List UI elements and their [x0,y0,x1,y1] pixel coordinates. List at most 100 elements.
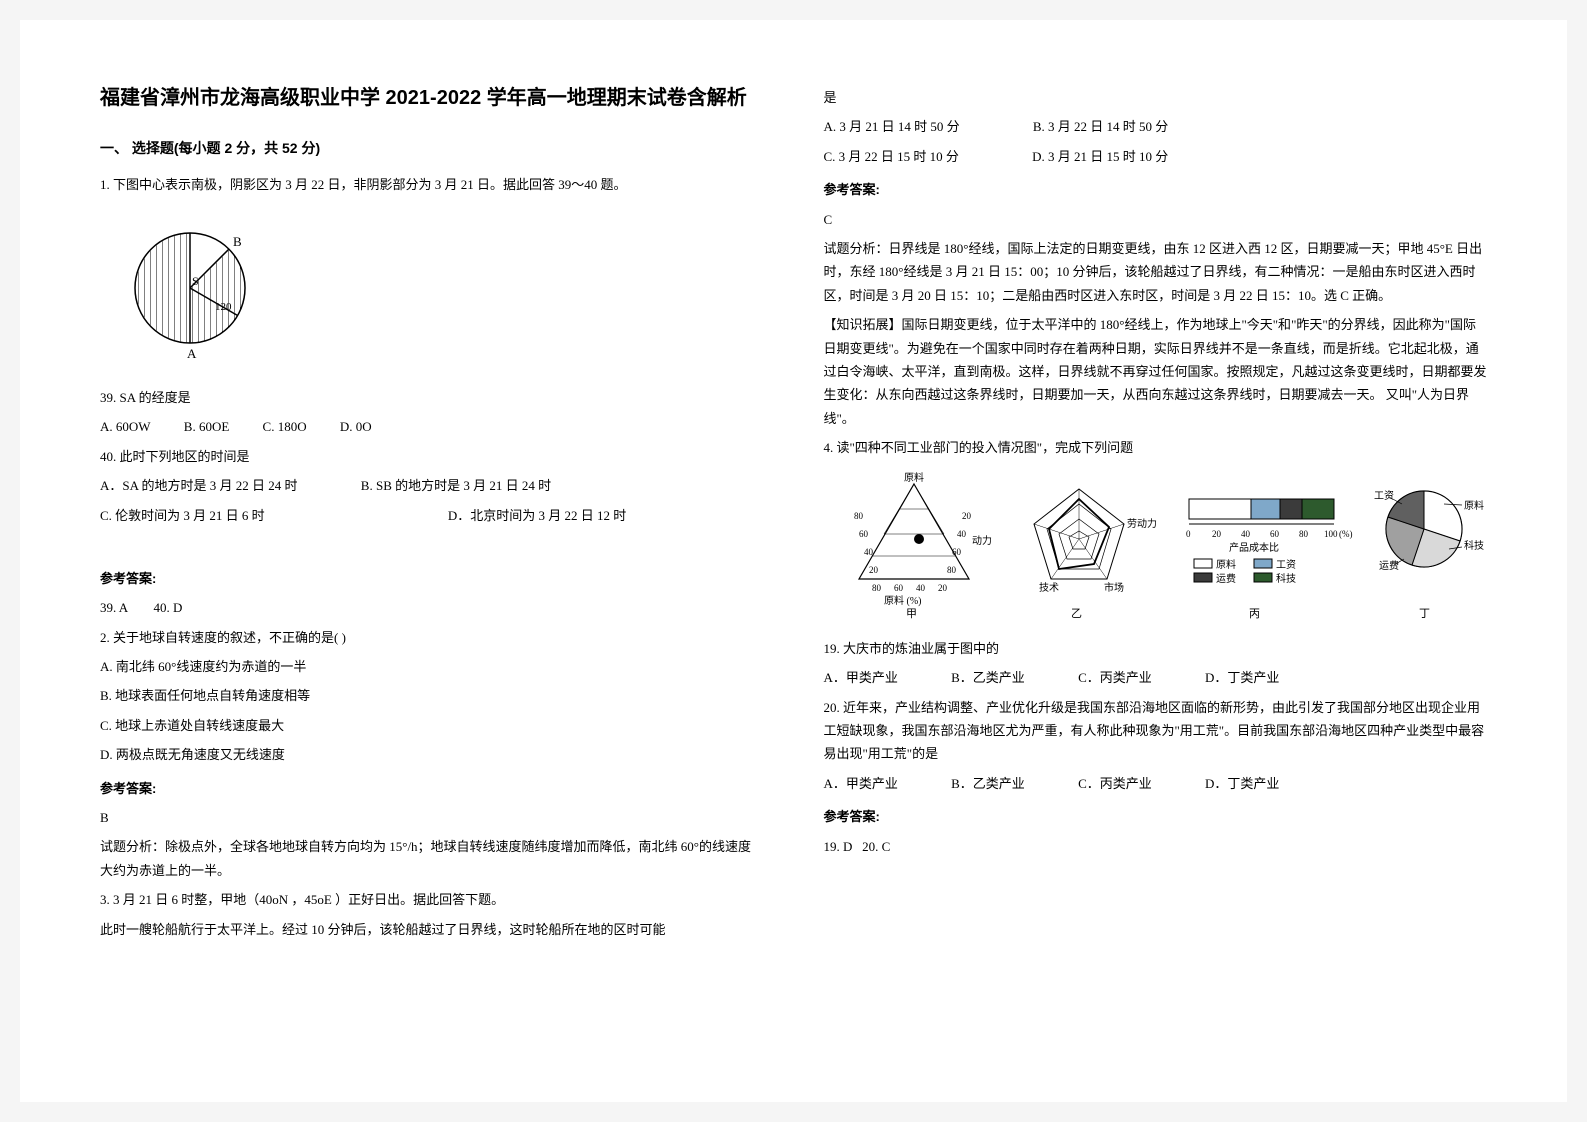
exam-title: 福建省漳州市龙海高级职业中学 2021-2022 学年高一地理期末试卷含解析 [100,80,764,116]
q4-19-opt-a: A．甲类产业 [824,666,898,689]
q3-line2: 此时一艘轮船航行于太平洋上。经过 10 分钟后，该轮船越过了日界线，这时轮船所在… [100,918,764,941]
svg-text:0: 0 [1186,529,1191,539]
q3-opt-b: B. 3 月 22 日 14 时 50 分 [1033,115,1168,138]
svg-text:80: 80 [872,583,882,593]
svg-text:80: 80 [854,511,864,521]
svg-text:40: 40 [864,547,874,557]
svg-text:科技: 科技 [1276,572,1296,585]
svg-text:60: 60 [859,529,869,539]
q3-explanation2: 【知识拓展】国际日期变更线，位于太平洋中的 180°经线上，作为地球上"今天"和… [824,313,1488,430]
q3-options-row1: A. 3 月 21 日 14 时 50 分 B. 3 月 22 日 14 时 5… [824,115,1488,138]
pie-caption: 丁 [1419,608,1430,619]
svg-text:工资: 工资 [1276,559,1296,571]
q1-sub40-options-row2: C. 伦敦时间为 3 月 21 日 6 时 D．北京时间为 3 月 22 日 1… [100,504,764,527]
q2-opt-d: D. 两极点既无角速度又无线速度 [100,743,764,766]
q1-39-opt-a: A. 60OW [100,415,151,438]
q1-40-opt-a: A．SA 的地方时是 3 月 22 日 24 时 [100,474,298,497]
svg-text:100: 100 [1324,529,1338,539]
q4-sub20: 20. 近年来，产业结构调整、产业优化升级是我国东部沿海地区面临的新形势，由此引… [824,696,1488,766]
svg-text:科技: 科技 [1464,539,1484,552]
q3-opt-a: A. 3 月 21 日 14 时 50 分 [824,115,960,138]
left-column: 福建省漳州市龙海高级职业中学 2021-2022 学年高一地理期末试卷含解析 一… [100,80,764,1042]
svg-text:80: 80 [947,565,957,575]
q2-stem: 2. 关于地球自转速度的叙述，不正确的是( ) [100,626,764,649]
q1-40-opt-d: D．北京时间为 3 月 22 日 12 时 [448,504,626,527]
radar-label-market: 市场 [1104,581,1124,594]
q3-cont: 是 [824,86,1488,109]
q2-answer-label: 参考答案: [100,777,764,800]
q1-sub40: 40. 此时下列地区的时间是 [100,445,764,468]
svg-text:原料: 原料 [1464,499,1484,512]
q4-19-opt-d: D．丁类产业 [1205,666,1279,689]
q1-polar-diagram: S B A 120 [120,213,764,370]
svg-text:20: 20 [869,565,879,575]
q4-19-opt-c: C．丙类产业 [1078,666,1152,689]
q1-39-opt-d: D. 0O [340,415,372,438]
q1-stem: 1. 下图中心表示南极，阴影区为 3 月 22 日，非阴影部分为 3 月 21 … [100,173,764,196]
q1-sub40-options-row1: A．SA 的地方时是 3 月 22 日 24 时 B. SB 的地方时是 3 月… [100,474,764,497]
exam-page: 福建省漳州市龙海高级职业中学 2021-2022 学年高一地理期末试卷含解析 一… [20,20,1567,1102]
q1-39-opt-c: C. 180O [263,415,307,438]
radar-label-labor: 劳动力 [1127,517,1157,530]
chart-radar: 劳动力 市场 技术 乙 [1034,489,1157,619]
q4-stem: 4. 读"四种不同工业部门的投入情况图"，完成下列问题 [824,436,1488,459]
q1-diagram-label-b: B [233,234,242,249]
q1-diagram-label-s: S [192,274,199,288]
svg-text:40: 40 [1241,529,1251,539]
q1-diagram-label-120: 120 [215,301,232,313]
bar-caption: 丙 [1249,608,1260,619]
chart-bar: 0 20 40 60 80 100 (%) 产品成本比 原料 工资 运费 [1186,499,1353,619]
svg-text:运费: 运费 [1216,572,1236,585]
q4-answer-label: 参考答案: [824,805,1488,828]
q4-20-opt-d: D．丁类产业 [1205,772,1279,795]
svg-text:60: 60 [894,583,904,593]
q4-charts: 80 60 40 20 20 40 60 80 80 60 40 20 原料 动… [844,469,1488,626]
section-1-heading: 一、 选择题(每小题 2 分，共 52 分) [100,136,764,161]
q4-sub19-options: A．甲类产业 B．乙类产业 C．丙类产业 D．丁类产业 [824,666,1488,689]
q1-diagram-label-a: A [187,346,197,361]
chart-pie: 原料 科技 运费 工资 丁 [1374,490,1484,619]
watermark-space [100,533,764,557]
q2-opt-a: A. 南北纬 60°线速度约为赤道的一半 [100,655,764,678]
svg-text:60: 60 [952,547,962,557]
q4-answer: 19. D 20. C [824,835,1488,858]
q1-answer-label: 参考答案: [100,567,764,590]
q2-explanation: 试题分析：除极点外，全球各地地球自转方向均为 15°/h；地球自转线速度随纬度增… [100,835,764,882]
q4-sub19: 19. 大庆市的炼油业属于图中的 [824,637,1488,660]
triangle-label-bottom: 原料 (%) [884,594,922,607]
svg-text:20: 20 [962,511,972,521]
q1-answer: 39. A 40. D [100,596,764,619]
q3-stem: 3. 3 月 21 日 6 时整，甲地（40oN ，45oE ）正好日出。据此回… [100,888,764,911]
q3-opt-d: D. 3 月 21 日 15 时 10 分 [1032,145,1168,168]
right-column: 是 A. 3 月 21 日 14 时 50 分 B. 3 月 22 日 14 时… [824,80,1488,1042]
triangle-label-right: 动力 [972,534,992,547]
svg-text:(%): (%) [1339,529,1353,539]
q2-answer: B [100,806,764,829]
svg-text:40: 40 [957,529,967,539]
q1-sub39: 39. SA 的经度是 [100,386,764,409]
q4-19-opt-b: B．乙类产业 [951,666,1025,689]
q3-explanation1: 试题分析：日界线是 180°经线，国际上法定的日期变更线，由东 12 区进入西 … [824,237,1488,307]
q1-39-opt-b: B. 60OE [184,415,230,438]
triangle-label-top: 原料 [904,471,924,484]
q2-opt-b: B. 地球表面任何地点自转角速度相等 [100,684,764,707]
q3-opt-c: C. 3 月 22 日 15 时 10 分 [824,145,959,168]
q1-sub39-options: A. 60OW B. 60OE C. 180O D. 0O [100,415,764,438]
radar-caption: 乙 [1071,607,1082,619]
q2-opt-c: C. 地球上赤道处自转线速度最大 [100,714,764,737]
svg-text:运费: 运费 [1379,559,1399,572]
svg-text:20: 20 [1212,529,1222,539]
q1-40-opt-c: C. 伦敦时间为 3 月 21 日 6 时 [100,504,265,527]
q4-20-opt-b: B．乙类产业 [951,772,1025,795]
svg-text:40: 40 [916,583,926,593]
q4-sub20-options: A．甲类产业 B．乙类产业 C．丙类产业 D．丁类产业 [824,772,1488,795]
svg-text:80: 80 [1299,529,1309,539]
q4-20-opt-c: C．丙类产业 [1078,772,1152,795]
q4-20-opt-a: A．甲类产业 [824,772,898,795]
svg-text:20: 20 [938,583,948,593]
radar-label-tech: 技术 [1039,581,1059,594]
bar-xlabel: 产品成本比 [1229,541,1279,554]
chart-triangle: 80 60 40 20 20 40 60 80 80 60 40 20 原料 动… [854,471,992,619]
q3-options-row2: C. 3 月 22 日 15 时 10 分 D. 3 月 21 日 15 时 1… [824,145,1488,168]
q1-40-opt-b: B. SB 的地方时是 3 月 21 日 24 时 [361,474,551,497]
